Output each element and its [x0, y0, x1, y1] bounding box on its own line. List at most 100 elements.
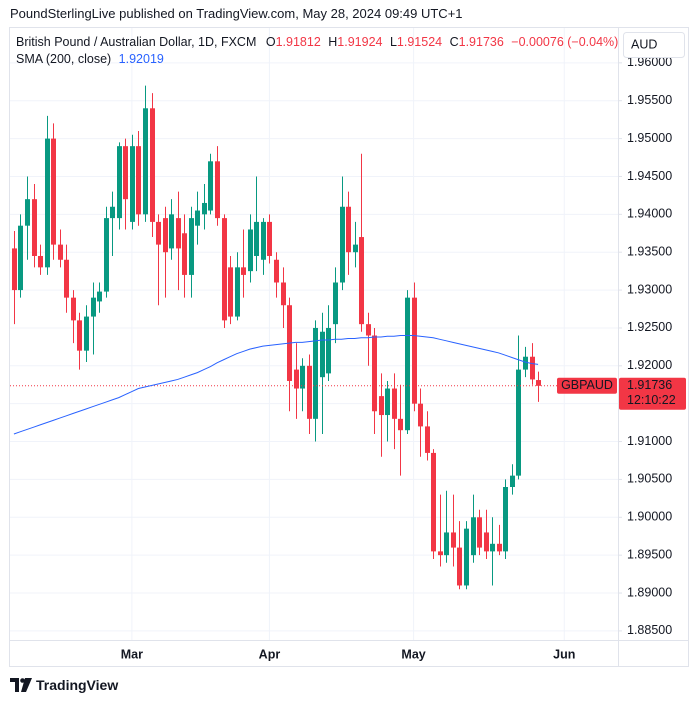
- marks: [10, 85, 618, 590]
- candle-body: [195, 210, 200, 226]
- candle-body: [136, 146, 141, 215]
- candle-body: [536, 380, 541, 386]
- legend-value: 1.91736: [459, 35, 504, 49]
- candle-body: [359, 237, 364, 325]
- candle-body: [182, 233, 187, 275]
- legend-letter: H: [328, 35, 337, 49]
- candle-body: [510, 475, 515, 487]
- candle-body: [320, 331, 325, 378]
- candle-body: [130, 146, 135, 222]
- candle-body: [281, 282, 286, 306]
- candle-body: [385, 388, 390, 416]
- candle-body: [51, 138, 56, 245]
- candle-body: [405, 297, 410, 431]
- y-tick-label: 1.95500: [627, 93, 672, 107]
- candle-body: [523, 356, 528, 370]
- candle-body: [484, 532, 489, 552]
- candle-body: [392, 388, 397, 419]
- y-tick-label: 1.94500: [627, 169, 672, 183]
- labels: 1.88500 1.89000 1.89500 1.90000 1.90500 1.910…: [121, 55, 686, 661]
- candle-body: [431, 452, 436, 552]
- symbol-label: GBPAUD: [561, 378, 613, 392]
- candle-body: [326, 327, 331, 374]
- price-tag: [619, 377, 686, 410]
- candle-body: [208, 161, 213, 211]
- countdown: 12:10:22: [627, 393, 676, 407]
- y-tick-label: 1.89500: [627, 547, 672, 561]
- y-tick-label: 1.95000: [627, 131, 672, 145]
- symbol-tag: [557, 377, 617, 394]
- candle-body: [117, 146, 122, 219]
- y-tick-label: 1.92500: [627, 320, 672, 334]
- legend-letter: L: [390, 35, 397, 49]
- candle-body: [503, 487, 508, 552]
- candle-body: [274, 259, 279, 283]
- candle-body: [189, 218, 194, 275]
- y-tick-label: 1.94000: [627, 207, 672, 221]
- candle-body: [228, 267, 233, 317]
- price-tag-label: 1.91736: [627, 378, 672, 392]
- candle-body: [163, 218, 168, 253]
- candle-body: [254, 221, 259, 256]
- candle-body: [313, 327, 318, 419]
- candle-body: [497, 543, 502, 552]
- x-tick-label: Apr: [259, 647, 281, 661]
- y-tick-label: 1.91000: [627, 434, 672, 448]
- candle-body: [457, 547, 462, 586]
- candle-body: [150, 108, 155, 222]
- candle-body: [123, 146, 128, 200]
- sma-value: 1.92019: [119, 52, 164, 66]
- candle-body: [340, 206, 345, 283]
- y-tick-label: 1.93000: [627, 282, 672, 296]
- candle-body: [143, 108, 148, 215]
- y-tick-label: 1.93500: [627, 244, 672, 258]
- candle-body: [294, 369, 299, 389]
- candle-body: [530, 356, 535, 380]
- candle-body: [307, 365, 312, 419]
- candle-body: [64, 259, 69, 298]
- candle-body: [261, 221, 266, 260]
- candle-body: [471, 517, 476, 556]
- x-tick-label: May: [401, 647, 425, 661]
- candle-body: [438, 551, 443, 556]
- legend-letter: O: [266, 35, 276, 49]
- candle-body: [300, 365, 305, 389]
- candle-body: [379, 396, 384, 416]
- candle-body: [346, 206, 351, 253]
- legend-value: 1.91924: [337, 35, 382, 49]
- candle-body: [516, 369, 521, 476]
- candle-body: [25, 199, 30, 226]
- y-tick-label: 1.96000: [627, 55, 672, 69]
- y-tick-label: 1.90500: [627, 472, 672, 486]
- candle-body: [97, 291, 102, 302]
- candle-body: [156, 221, 161, 245]
- candle-body: [45, 138, 50, 268]
- sma-legend: SMA (200, close) 1.92019: [16, 52, 164, 66]
- legend-value: 1.91812: [276, 35, 321, 49]
- candle-body: [110, 206, 115, 219]
- y-tick-label: 1.90000: [627, 510, 672, 524]
- currency-box[interactable]: [623, 32, 685, 58]
- logo: [10, 678, 32, 692]
- legend-row: British Pound / Australian Dollar, 1D, F…: [16, 35, 618, 49]
- candle-body: [71, 297, 76, 321]
- chart-frame: [9, 27, 689, 667]
- candle-body: [366, 324, 371, 336]
- candle-body: [372, 335, 377, 412]
- legend-title: British Pound / Australian Dollar, 1D, F…: [16, 35, 256, 49]
- sma-name: SMA (200, close): [16, 52, 111, 66]
- candle-body: [104, 218, 109, 292]
- candle-body: [444, 532, 449, 556]
- header: PoundSterlingLive published on TradingVi…: [10, 6, 463, 21]
- candle-body: [398, 418, 403, 431]
- candle-body: [425, 426, 430, 453]
- candle-body: [169, 214, 174, 249]
- candle-body: [222, 218, 227, 321]
- x-tick-label: Jun: [553, 647, 575, 661]
- legend-change: −0.00076 (−0.04%): [511, 35, 618, 49]
- candle-body: [412, 297, 417, 404]
- candle-body: [91, 297, 96, 317]
- candle-body: [12, 248, 17, 291]
- legend-letter: C: [450, 35, 459, 49]
- candle-body: [18, 225, 23, 291]
